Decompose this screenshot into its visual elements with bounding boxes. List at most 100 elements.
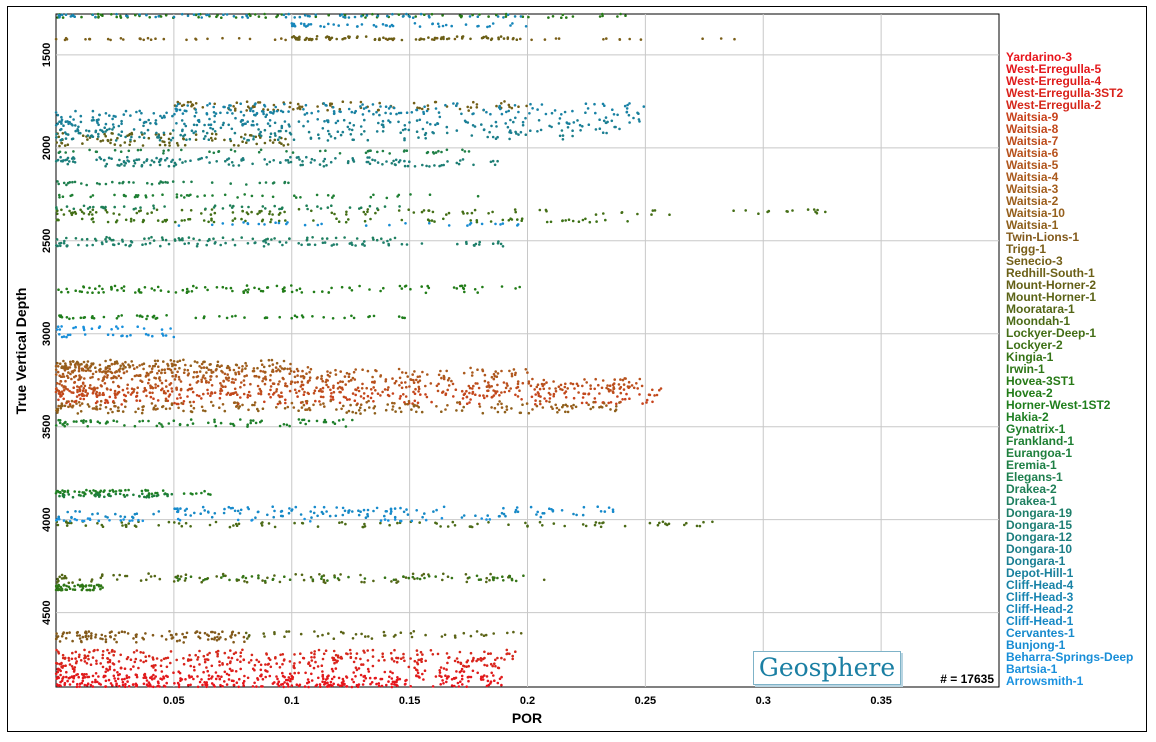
data-point [54,123,58,127]
data-point [526,524,529,528]
data-point [66,143,70,146]
data-point [300,573,304,577]
data-point [471,124,475,127]
data-point [431,22,435,25]
data-point [490,124,493,128]
data-point [182,641,185,644]
data-point [321,290,324,293]
data-point [617,383,621,386]
data-point [94,287,97,291]
data-point [206,388,209,392]
data-point [502,37,506,40]
data-point [109,358,112,362]
data-point [176,576,179,580]
data-point [69,363,72,366]
data-point [402,393,405,396]
data-point [243,383,246,387]
data-point [228,204,232,207]
series-dongara-12 [56,155,411,164]
data-point [468,401,471,404]
data-point [357,667,361,670]
data-point [436,122,440,126]
data-point [391,392,395,395]
data-point [263,635,266,638]
data-point [115,640,118,644]
data-point [96,512,99,515]
data-point [55,683,59,686]
data-point [368,156,371,159]
data-point [490,37,494,40]
data-point [594,377,597,381]
data-point [76,128,79,131]
data-point [74,325,77,329]
data-point [317,389,321,393]
data-point [474,514,477,517]
data-point [127,522,130,525]
data-point [325,378,328,382]
data-point [379,519,383,522]
data-point [175,658,178,662]
data-point [175,639,179,643]
data-point [257,574,260,577]
data-point [366,508,370,512]
data-point [319,685,322,688]
data-point [83,377,86,380]
data-point [279,514,283,518]
data-point [179,677,182,680]
data-point [445,652,449,655]
data-point [178,393,181,396]
data-point [341,418,345,421]
data-point [194,111,198,114]
data-point [56,158,60,162]
data-point [213,114,216,118]
data-point [347,107,351,111]
data-point [386,388,390,392]
data-point [222,13,225,16]
series-bartsia-1 [55,325,172,332]
data-point [480,678,483,681]
data-point [327,385,330,389]
data-point [156,359,160,363]
data-point [377,121,380,125]
data-point [70,657,74,661]
data-point [348,128,351,131]
legend-entry: Mount-Horner-2 [1006,278,1096,292]
data-point [364,224,368,227]
data-point [59,680,62,684]
data-point [219,387,223,391]
data-point [297,155,300,159]
data-point [515,506,519,509]
data-point [134,207,137,210]
data-point [321,680,324,683]
data-point [257,510,260,514]
data-point [105,211,109,214]
data-point [195,381,199,384]
data-point [462,287,466,291]
data-point [247,661,251,664]
data-point [261,677,265,681]
data-point [89,584,93,587]
data-point [364,16,367,19]
data-point [305,155,308,159]
data-point [292,406,296,409]
data-point [305,204,308,207]
data-point [572,512,575,516]
data-point [88,366,92,369]
data-point [165,157,169,160]
data-point [120,314,123,317]
data-point [367,670,371,673]
data-point [105,128,109,132]
data-point [64,385,67,389]
data-point [189,575,193,578]
data-point [183,143,187,147]
data-point [361,368,364,372]
data-point [421,672,424,676]
data-point [252,419,255,422]
data-point [229,182,232,185]
data-point [129,333,132,337]
data-point [393,402,396,405]
data-point [60,573,64,577]
data-point [160,423,163,426]
data-point [360,133,363,136]
series-lockyer-2 [55,217,629,224]
